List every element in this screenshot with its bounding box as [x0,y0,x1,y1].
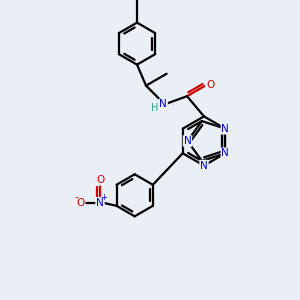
Text: O: O [76,198,85,208]
Text: H: H [151,103,158,113]
Text: N: N [221,124,229,134]
Text: N: N [221,148,229,158]
Text: N: N [200,160,208,171]
Text: -: - [74,192,78,203]
Text: N: N [159,99,167,109]
Text: N: N [184,136,191,146]
Text: N: N [96,198,104,208]
Text: O: O [96,175,104,185]
Text: +: + [100,193,107,202]
Text: O: O [206,80,214,90]
